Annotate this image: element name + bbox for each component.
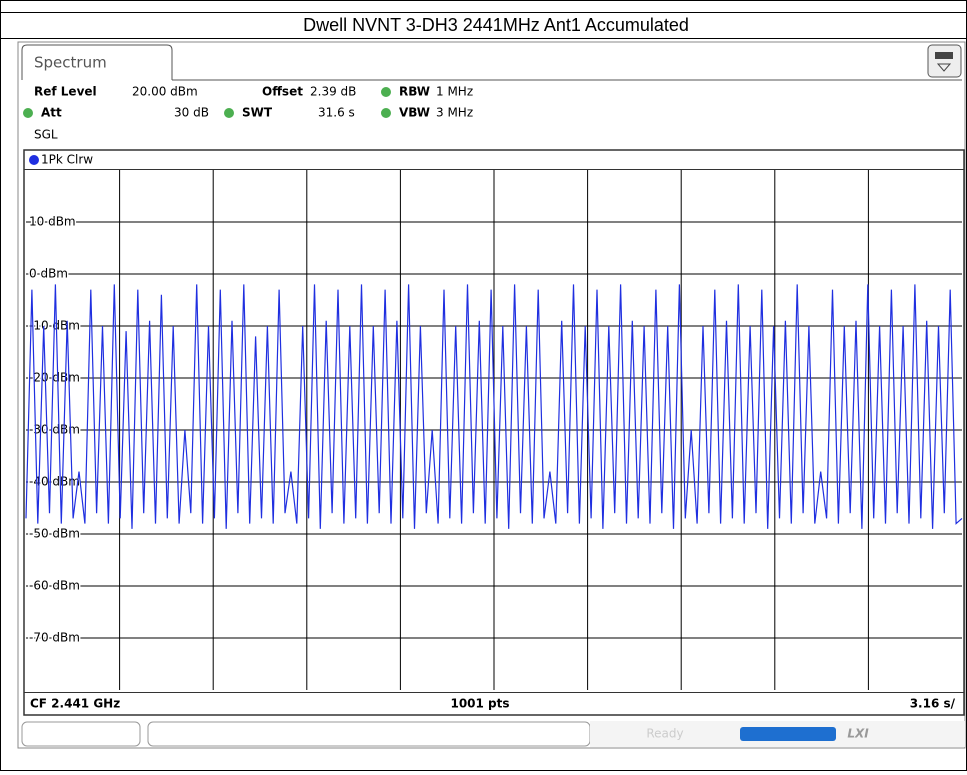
y-tick-label: -40 dBm bbox=[29, 475, 80, 489]
status-text: Ready bbox=[646, 727, 683, 741]
sweep-mode: SGL bbox=[34, 128, 58, 142]
menu-icon-bar bbox=[935, 52, 953, 59]
status-dot bbox=[224, 108, 234, 118]
sweep-per-div: 3.16 s/ bbox=[910, 697, 956, 711]
softkey[interactable] bbox=[21, 721, 141, 747]
points: 1001 pts bbox=[450, 697, 509, 711]
page-title: Dwell NVNT 3-DH3 2441MHz Ant1 Accumulate… bbox=[303, 15, 689, 35]
setting-label: SWT bbox=[242, 106, 273, 120]
status-dot bbox=[381, 87, 391, 97]
menu-icon-arrow bbox=[936, 63, 952, 72]
y-tick-label: 0 dBm bbox=[29, 267, 68, 281]
y-tick-label: -60 dBm bbox=[29, 579, 80, 593]
center-frequency: CF 2.441 GHz bbox=[30, 697, 120, 711]
trace-label: 1Pk Clrw bbox=[41, 153, 93, 167]
y-tick-label: -70 dBm bbox=[29, 631, 80, 645]
setting-value: 31.6 s bbox=[318, 106, 355, 120]
setting-label: Offset bbox=[262, 85, 303, 99]
progress-bar bbox=[740, 727, 836, 741]
setting-value: 20.00 dBm bbox=[132, 85, 198, 99]
input-field[interactable] bbox=[147, 721, 591, 747]
y-tick-label: -50 dBm bbox=[29, 527, 80, 541]
setting-label: VBW bbox=[399, 106, 430, 120]
tab-label[interactable]: Spectrum bbox=[34, 54, 107, 72]
y-tick-label: 10 dBm bbox=[29, 215, 76, 229]
y-tick-label: -20 dBm bbox=[29, 371, 80, 385]
setting-label: RBW bbox=[399, 85, 430, 99]
status-dot bbox=[23, 108, 33, 118]
setting-value: 2.39 dB bbox=[310, 85, 356, 99]
trace bbox=[25, 284, 963, 529]
trace-dot bbox=[29, 155, 39, 165]
y-tick-label: -30 dBm bbox=[29, 423, 80, 437]
setting-label: Att bbox=[41, 106, 62, 120]
setting-value: 30 dB bbox=[174, 106, 209, 120]
menu-icon[interactable] bbox=[927, 44, 962, 78]
status-dot bbox=[381, 108, 391, 118]
setting-value: 3 MHz bbox=[436, 106, 473, 120]
status-logo: LXI bbox=[847, 727, 869, 741]
setting-value: 1 MHz bbox=[436, 85, 473, 99]
setting-label: Ref Level bbox=[34, 85, 97, 99]
tab-outline[interactable] bbox=[21, 44, 173, 80]
